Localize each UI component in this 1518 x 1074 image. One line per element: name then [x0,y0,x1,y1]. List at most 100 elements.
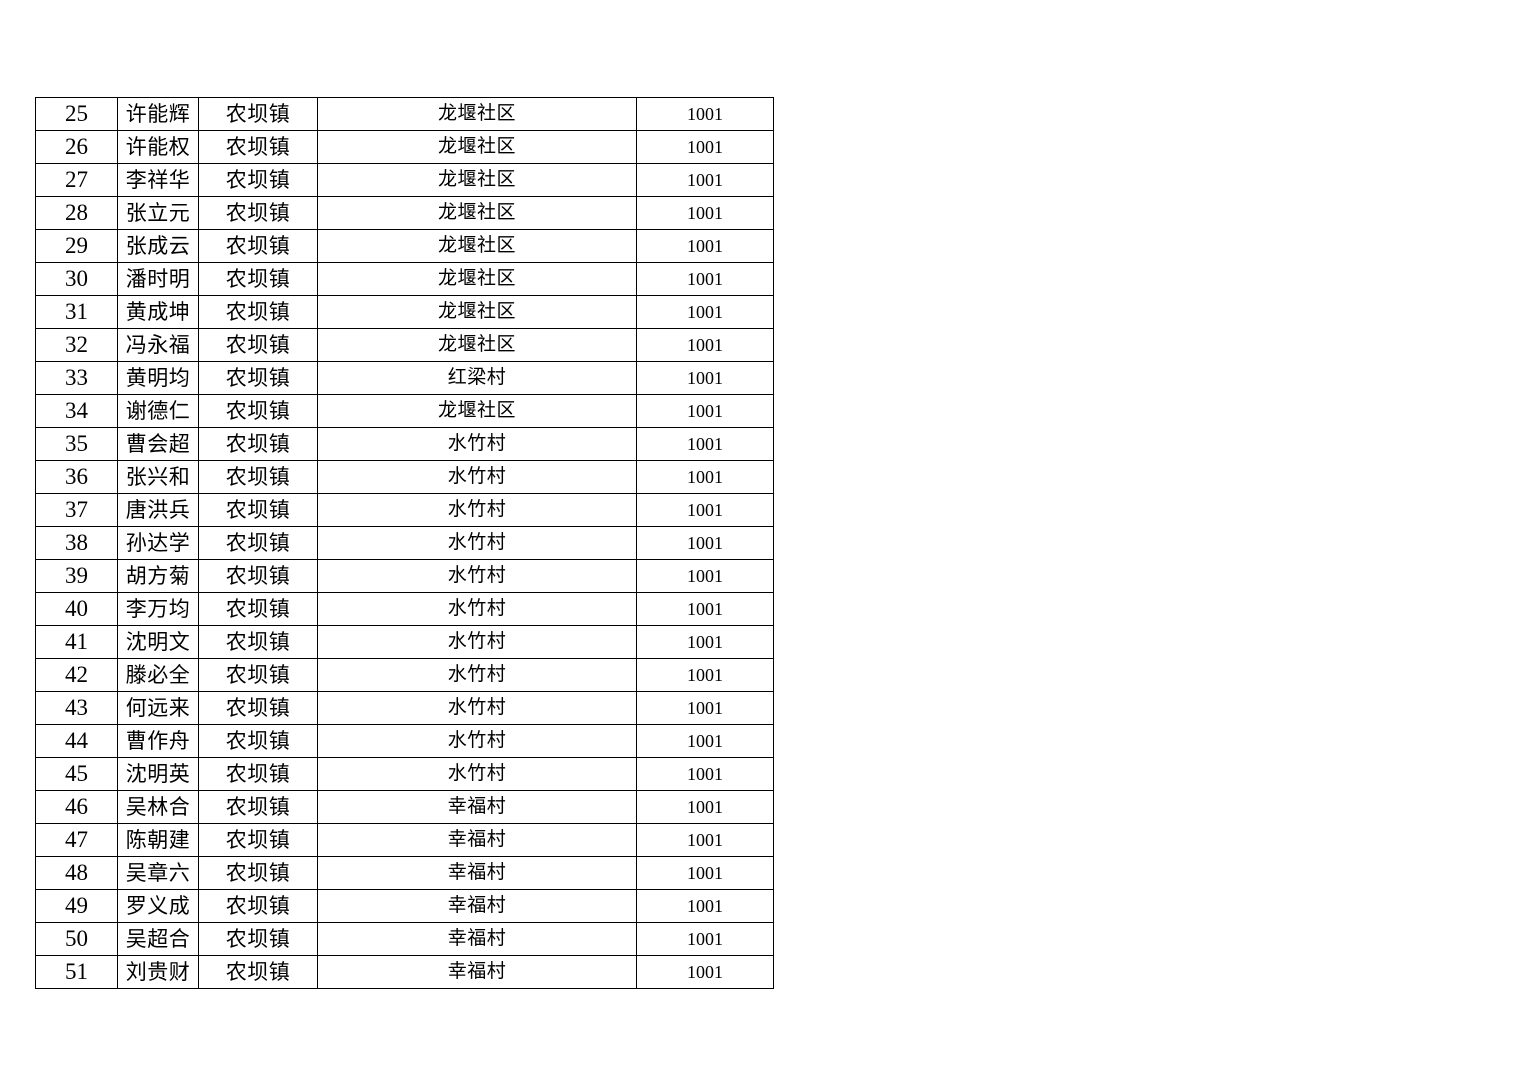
cell-town-name: 农坝镇 [198,922,318,956]
table-row: 49 罗义成 农坝镇 幸福村 1001 [35,889,774,923]
cell-town-name: 农坝镇 [198,526,318,560]
table-row: 40 李万均 农坝镇 水竹村 1001 [35,592,774,626]
cell-person-name: 冯永福 [117,328,199,362]
cell-village-name: 幸福村 [317,856,637,890]
cell-sequence-number: 37 [35,493,118,527]
table-row: 33 黄明均 农坝镇 红梁村 1001 [35,361,774,395]
cell-sequence-number: 27 [35,163,118,197]
cell-person-name: 沈明文 [117,625,199,659]
cell-town-name: 农坝镇 [198,955,318,989]
cell-person-name: 刘贵财 [117,955,199,989]
cell-sequence-number: 39 [35,559,118,593]
cell-code-value: 1001 [636,625,774,659]
table-row: 50 吴超合 农坝镇 幸福村 1001 [35,922,774,956]
table-row: 32 冯永福 农坝镇 龙堰社区 1001 [35,328,774,362]
table-row: 26 许能权 农坝镇 龙堰社区 1001 [35,130,774,164]
roster-table: 25 许能辉 农坝镇 龙堰社区 1001 26 许能权 农坝镇 龙堰社区 1001 27 李祥华 农坝镇… [35,97,774,989]
cell-sequence-number: 36 [35,460,118,494]
table-row: 27 李祥华 农坝镇 龙堰社区 1001 [35,163,774,197]
cell-person-name: 沈明英 [117,757,199,791]
cell-code-value: 1001 [636,658,774,692]
cell-town-name: 农坝镇 [198,97,318,131]
cell-sequence-number: 26 [35,130,118,164]
cell-town-name: 农坝镇 [198,130,318,164]
cell-village-name: 水竹村 [317,625,637,659]
cell-code-value: 1001 [636,889,774,923]
cell-village-name: 水竹村 [317,559,637,593]
cell-village-name: 水竹村 [317,691,637,725]
cell-code-value: 1001 [636,691,774,725]
cell-code-value: 1001 [636,955,774,989]
table-row: 44 曹作舟 农坝镇 水竹村 1001 [35,724,774,758]
cell-person-name: 李万均 [117,592,199,626]
cell-sequence-number: 44 [35,724,118,758]
cell-sequence-number: 45 [35,757,118,791]
table-row: 34 谢德仁 农坝镇 龙堰社区 1001 [35,394,774,428]
cell-person-name: 吴林合 [117,790,199,824]
table-row: 37 唐洪兵 农坝镇 水竹村 1001 [35,493,774,527]
cell-code-value: 1001 [636,328,774,362]
cell-sequence-number: 29 [35,229,118,263]
cell-town-name: 农坝镇 [198,460,318,494]
cell-person-name: 潘时明 [117,262,199,296]
cell-sequence-number: 43 [35,691,118,725]
cell-code-value: 1001 [636,922,774,956]
cell-code-value: 1001 [636,526,774,560]
cell-town-name: 农坝镇 [198,889,318,923]
cell-sequence-number: 48 [35,856,118,890]
table-row: 41 沈明文 农坝镇 水竹村 1001 [35,625,774,659]
cell-village-name: 幸福村 [317,955,637,989]
cell-village-name: 龙堰社区 [317,262,637,296]
cell-code-value: 1001 [636,130,774,164]
cell-person-name: 滕必全 [117,658,199,692]
table-row: 42 滕必全 农坝镇 水竹村 1001 [35,658,774,692]
cell-person-name: 张成云 [117,229,199,263]
cell-code-value: 1001 [636,229,774,263]
cell-person-name: 谢德仁 [117,394,199,428]
cell-village-name: 水竹村 [317,757,637,791]
cell-town-name: 农坝镇 [198,328,318,362]
table-row: 48 吴章六 农坝镇 幸福村 1001 [35,856,774,890]
table-row: 25 许能辉 农坝镇 龙堰社区 1001 [35,97,774,131]
cell-sequence-number: 41 [35,625,118,659]
cell-person-name: 吴章六 [117,856,199,890]
cell-sequence-number: 42 [35,658,118,692]
cell-person-name: 李祥华 [117,163,199,197]
cell-code-value: 1001 [636,790,774,824]
cell-village-name: 幸福村 [317,922,637,956]
cell-village-name: 水竹村 [317,526,637,560]
cell-village-name: 龙堰社区 [317,97,637,131]
cell-town-name: 农坝镇 [198,295,318,329]
cell-village-name: 水竹村 [317,493,637,527]
table-row: 43 何远来 农坝镇 水竹村 1001 [35,691,774,725]
cell-code-value: 1001 [636,460,774,494]
cell-town-name: 农坝镇 [198,625,318,659]
cell-code-value: 1001 [636,295,774,329]
table-row: 29 张成云 农坝镇 龙堰社区 1001 [35,229,774,263]
cell-person-name: 胡方菊 [117,559,199,593]
cell-sequence-number: 32 [35,328,118,362]
cell-village-name: 龙堰社区 [317,229,637,263]
cell-sequence-number: 35 [35,427,118,461]
table-row: 51 刘贵财 农坝镇 幸福村 1001 [35,955,774,989]
cell-code-value: 1001 [636,394,774,428]
cell-town-name: 农坝镇 [198,856,318,890]
cell-sequence-number: 38 [35,526,118,560]
table-row: 30 潘时明 农坝镇 龙堰社区 1001 [35,262,774,296]
cell-town-name: 农坝镇 [198,559,318,593]
cell-village-name: 龙堰社区 [317,163,637,197]
cell-sequence-number: 47 [35,823,118,857]
cell-town-name: 农坝镇 [198,757,318,791]
cell-village-name: 水竹村 [317,592,637,626]
table-row: 47 陈朝建 农坝镇 幸福村 1001 [35,823,774,857]
cell-person-name: 许能权 [117,130,199,164]
cell-code-value: 1001 [636,559,774,593]
cell-sequence-number: 40 [35,592,118,626]
cell-town-name: 农坝镇 [198,163,318,197]
cell-sequence-number: 31 [35,295,118,329]
cell-code-value: 1001 [636,97,774,131]
cell-code-value: 1001 [636,196,774,230]
cell-code-value: 1001 [636,823,774,857]
cell-town-name: 农坝镇 [198,790,318,824]
